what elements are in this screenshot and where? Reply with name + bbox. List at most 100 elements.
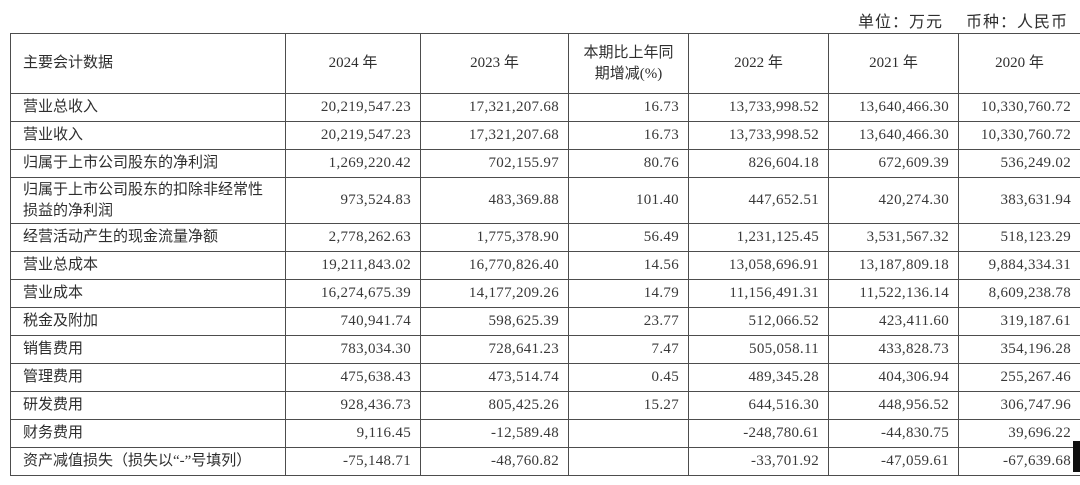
value-cell-2024: 19,211,843.02 [285, 251, 421, 280]
row-label-cell: 营业总成本 [10, 251, 286, 280]
row-label-cell: 经营活动产生的现金流量净额 [10, 223, 286, 252]
value-cell-2023: -48,760.82 [420, 447, 569, 476]
value-cell-2024: 20,219,547.23 [285, 121, 421, 150]
row-label-cell: 财务费用 [10, 419, 286, 448]
row-label-cell: 资产减值损失（损失以“-”号填列） [10, 447, 286, 476]
value-cell-2022: -33,701.92 [688, 447, 829, 476]
value-cell-2024: 928,436.73 [285, 391, 421, 420]
value-cell-2023: 702,155.97 [420, 149, 569, 178]
value-cell-2022: 826,604.18 [688, 149, 829, 178]
header-year-2020: 2020 年 [958, 33, 1080, 94]
value-cell-2020: 518,123.29 [958, 223, 1080, 252]
value-cell-2021: 433,828.73 [828, 335, 959, 364]
row-label-cell: 营业成本 [10, 279, 286, 308]
value-cell-2024: 475,638.43 [285, 363, 421, 392]
value-cell-2022: 1,231,125.45 [688, 223, 829, 252]
value-cell-2020: 354,196.28 [958, 335, 1080, 364]
table-row: 研发费用 928,436.73 805,425.26 15.27 644,516… [10, 391, 1080, 420]
row-label-cell: 管理费用 [10, 363, 286, 392]
value-cell-yoy: 16.73 [568, 121, 689, 150]
value-cell-2020: 255,267.46 [958, 363, 1080, 392]
currency-label: 币种：人民币 [965, 14, 1068, 31]
table-row: 营业收入 20,219,547.23 17,321,207.68 16.73 1… [10, 121, 1080, 150]
table-row: 资产减值损失（损失以“-”号填列） -75,148.71 -48,760.82 … [10, 447, 1080, 476]
row-label-cell: 营业总收入 [10, 93, 286, 122]
row-label-cell: 销售费用 [10, 335, 286, 364]
value-cell-yoy [568, 447, 689, 476]
table-row: 营业成本 16,274,675.39 14,177,209.26 14.79 1… [10, 279, 1080, 308]
unit-currency-line: 单位：万元 币种：人民币 [858, 8, 1068, 32]
value-cell-yoy: 16.73 [568, 93, 689, 122]
value-cell-2020: 319,187.61 [958, 307, 1080, 336]
value-cell-2024: -75,148.71 [285, 447, 421, 476]
row-label-cell: 归属于上市公司股东的净利润 [10, 149, 286, 178]
header-main-accounting-data: 主要会计数据 [10, 33, 286, 94]
header-year-2023: 2023 年 [420, 33, 569, 94]
value-cell-2023: 16,770,826.40 [420, 251, 569, 280]
value-cell-yoy: 7.47 [568, 335, 689, 364]
value-cell-2023: 17,321,207.68 [420, 121, 569, 150]
value-cell-2021: -47,059.61 [828, 447, 959, 476]
table-row: 归属于上市公司股东的扣除非经常性损益的净利润 973,524.83 483,36… [10, 177, 1080, 224]
value-cell-yoy: 23.77 [568, 307, 689, 336]
value-cell-2020: 39,696.22 [958, 419, 1080, 448]
value-cell-yoy: 14.56 [568, 251, 689, 280]
value-cell-2023: 14,177,209.26 [420, 279, 569, 308]
value-cell-2020: 383,631.94 [958, 177, 1080, 224]
row-label-cell: 归属于上市公司股东的扣除非经常性损益的净利润 [10, 177, 286, 224]
value-cell-2023: 805,425.26 [420, 391, 569, 420]
value-cell-2022: 505,058.11 [688, 335, 829, 364]
header-year-2022: 2022 年 [688, 33, 829, 94]
value-cell-2020: 8,609,238.78 [958, 279, 1080, 308]
table-row: 税金及附加 740,941.74 598,625.39 23.77 512,06… [10, 307, 1080, 336]
value-cell-yoy: 56.49 [568, 223, 689, 252]
value-cell-2020: 306,747.96 [958, 391, 1080, 420]
value-cell-2020: 9,884,334.31 [958, 251, 1080, 280]
value-cell-2022: 489,345.28 [688, 363, 829, 392]
value-cell-2023: 598,625.39 [420, 307, 569, 336]
value-cell-2024: 2,778,262.63 [285, 223, 421, 252]
edge-artifact [1073, 441, 1080, 472]
value-cell-2022: 644,516.30 [688, 391, 829, 420]
value-cell-2021: 13,640,466.30 [828, 93, 959, 122]
value-cell-2021: 13,187,809.18 [828, 251, 959, 280]
accounting-data-table: 主要会计数据 2024 年 2023 年 本期比上年同期增减(%) 2022 年… [10, 33, 1080, 476]
value-cell-2022: 512,066.52 [688, 307, 829, 336]
value-cell-2021: 423,411.60 [828, 307, 959, 336]
value-cell-2021: 404,306.94 [828, 363, 959, 392]
value-cell-2021: 11,522,136.14 [828, 279, 959, 308]
value-cell-2022: -248,780.61 [688, 419, 829, 448]
value-cell-yoy: 101.40 [568, 177, 689, 224]
table-row: 经营活动产生的现金流量净额 2,778,262.63 1,775,378.90 … [10, 223, 1080, 252]
value-cell-yoy: 80.76 [568, 149, 689, 178]
value-cell-2024: 16,274,675.39 [285, 279, 421, 308]
row-label-cell: 营业收入 [10, 121, 286, 150]
value-cell-2022: 11,156,491.31 [688, 279, 829, 308]
header-yoy-change: 本期比上年同期增减(%) [568, 33, 689, 94]
value-cell-2024: 20,219,547.23 [285, 93, 421, 122]
value-cell-2021: -44,830.75 [828, 419, 959, 448]
value-cell-2020: 10,330,760.72 [958, 93, 1080, 122]
table-header-row: 主要会计数据 2024 年 2023 年 本期比上年同期增减(%) 2022 年… [10, 33, 1080, 94]
value-cell-2021: 420,274.30 [828, 177, 959, 224]
value-cell-2024: 783,034.30 [285, 335, 421, 364]
value-cell-2023: 483,369.88 [420, 177, 569, 224]
value-cell-2022: 13,733,998.52 [688, 121, 829, 150]
table-row: 归属于上市公司股东的净利润 1,269,220.42 702,155.97 80… [10, 149, 1080, 178]
table-row: 管理费用 475,638.43 473,514.74 0.45 489,345.… [10, 363, 1080, 392]
value-cell-2022: 447,652.51 [688, 177, 829, 224]
row-label-cell: 税金及附加 [10, 307, 286, 336]
row-label-cell: 研发费用 [10, 391, 286, 420]
value-cell-2024: 973,524.83 [285, 177, 421, 224]
value-cell-2024: 1,269,220.42 [285, 149, 421, 178]
value-cell-yoy: 0.45 [568, 363, 689, 392]
value-cell-yoy: 14.79 [568, 279, 689, 308]
header-year-2021: 2021 年 [828, 33, 959, 94]
table-row: 营业总收入 20,219,547.23 17,321,207.68 16.73 … [10, 93, 1080, 122]
table-row: 营业总成本 19,211,843.02 16,770,826.40 14.56 … [10, 251, 1080, 280]
value-cell-2020: 10,330,760.72 [958, 121, 1080, 150]
value-cell-2020: 536,249.02 [958, 149, 1080, 178]
value-cell-2021: 3,531,567.32 [828, 223, 959, 252]
value-cell-2023: 1,775,378.90 [420, 223, 569, 252]
